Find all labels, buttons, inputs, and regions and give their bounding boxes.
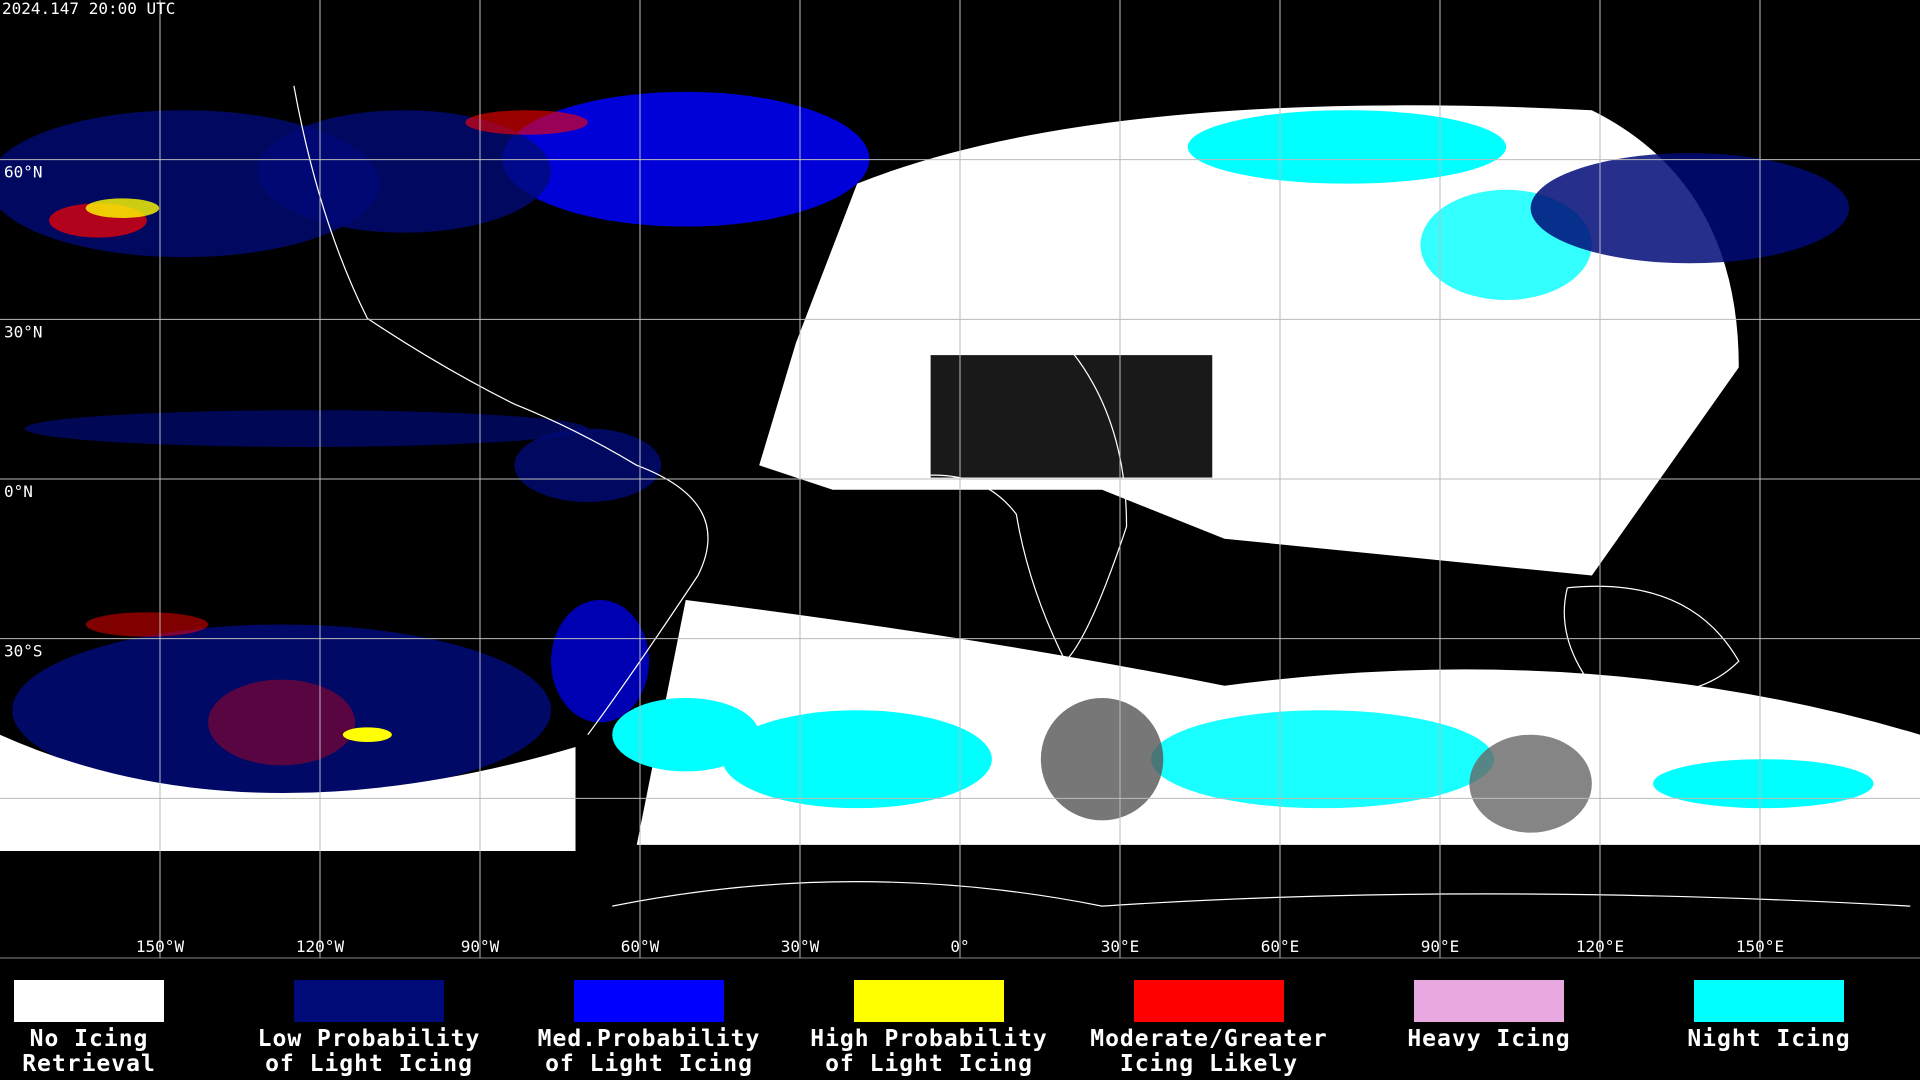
legend-label: Heavy Icing (1407, 1026, 1570, 1052)
legend-label: of Light Icing (265, 1051, 473, 1077)
low-prob-area (514, 428, 662, 503)
legend-swatch (14, 980, 164, 1022)
legend-label: Med.Probability (538, 1026, 761, 1052)
legend-label: Icing Likely (1120, 1051, 1298, 1077)
low-prob-area (12, 624, 552, 796)
coastline (1563, 585, 1740, 695)
low-prob-area (1530, 153, 1849, 264)
low-prob-area (257, 110, 552, 233)
coastline (854, 293, 1128, 663)
lon-label: 60°W (621, 937, 660, 956)
timestamp: 2024.147 20:00 UTC (2, 0, 175, 18)
lon-label: 120°E (1576, 937, 1624, 956)
no-icing-area (0, 734, 576, 852)
legend-swatch (294, 980, 444, 1022)
legend-label: High Probability (810, 1026, 1048, 1052)
lon-label: 30°W (781, 937, 820, 956)
legend-label: No Icing (30, 1026, 149, 1052)
lon-label: 30°E (1101, 937, 1140, 956)
moderate-area (465, 110, 588, 135)
legend-label: Night Icing (1687, 1026, 1850, 1052)
high-prob-area (342, 727, 392, 743)
legend-label: Moderate/Greater (1090, 1026, 1328, 1052)
coastline (612, 881, 1911, 907)
clear-area (930, 355, 1213, 478)
lon-label: 0° (950, 937, 969, 956)
night-icing-area (1653, 759, 1874, 809)
lon-label: 150°W (136, 937, 185, 956)
legend-label: of Light Icing (825, 1051, 1033, 1077)
moderate-area (85, 612, 209, 637)
med-prob-area (551, 600, 649, 723)
legend-label: Low Probability (258, 1026, 481, 1052)
speckle-area (1469, 734, 1592, 833)
night-icing-area (612, 697, 760, 772)
legend-swatch (1694, 980, 1844, 1022)
legend-swatch (854, 980, 1004, 1022)
lat-label: 0°N (4, 482, 33, 501)
icing-field (0, 85, 1920, 907)
lat-label: 60°N (4, 163, 43, 182)
speckle-area (1040, 697, 1164, 821)
legend-swatch (1414, 980, 1564, 1022)
night-icing-area (1187, 110, 1507, 184)
legend-label: Retrieval (22, 1051, 156, 1077)
lat-label: 30°N (4, 322, 43, 341)
lon-label: 90°W (461, 937, 500, 956)
coastline (293, 85, 709, 736)
lon-label: 150°E (1736, 937, 1784, 956)
legend-swatch (1134, 980, 1284, 1022)
moderate-area (208, 679, 356, 766)
lon-label: 60°E (1261, 937, 1300, 956)
lon-label: 90°E (1421, 937, 1460, 956)
high-prob-area (85, 198, 160, 218)
low-prob-area (24, 410, 588, 447)
lat-label: 30°S (4, 642, 43, 661)
night-icing-area (722, 710, 992, 809)
legend-label: of Light Icing (545, 1051, 753, 1077)
night-icing-area (1151, 710, 1494, 809)
lon-label: 120°W (296, 937, 345, 956)
legend-swatch (574, 980, 724, 1022)
